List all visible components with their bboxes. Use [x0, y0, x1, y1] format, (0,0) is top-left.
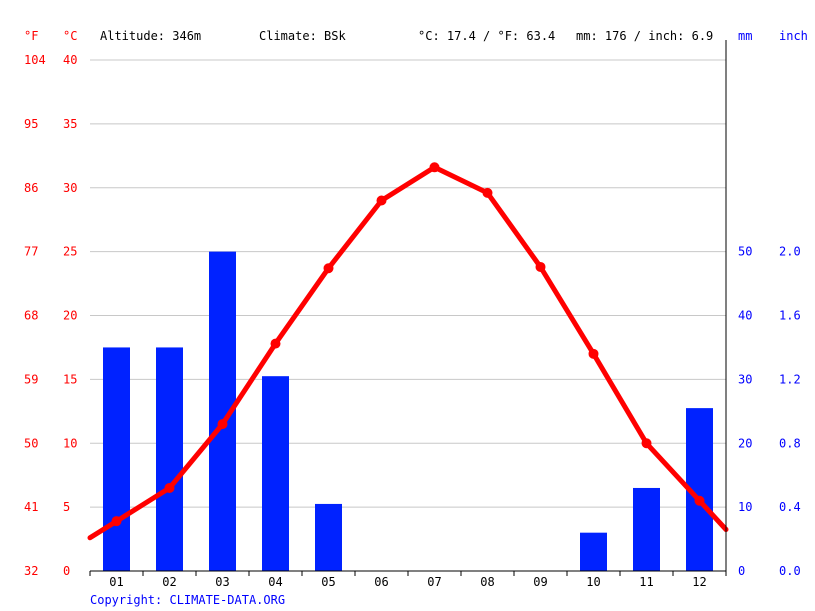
inch-unit-label: inch [779, 29, 808, 43]
copyright-link[interactable]: Copyright: CLIMATE-DATA.ORG [90, 593, 285, 607]
month-label: 06 [374, 575, 388, 589]
altitude-label: Altitude: 346m [100, 29, 201, 43]
fahrenheit-tick-label: 95 [24, 117, 38, 131]
temperature-point-08 [482, 187, 493, 198]
temperature-point-11 [641, 438, 652, 449]
precipitation-bar-02 [156, 347, 183, 571]
precipitation-bar-05 [315, 503, 342, 571]
mm-unit-label: mm [738, 29, 752, 43]
fahrenheit-tick-label: 59 [24, 372, 38, 386]
celsius-tick-label: 20 [63, 309, 77, 323]
average-temperature-label: °C: 17.4 / °F: 63.4 [418, 29, 555, 43]
mm-tick-label: 40 [738, 309, 752, 323]
celsius-tick-label: 30 [63, 181, 77, 195]
temperature-point-10 [588, 348, 599, 359]
celsius-tick-label: 25 [63, 245, 77, 259]
month-label: 12 [692, 575, 706, 589]
mm-tick-label: 50 [738, 245, 752, 259]
month-label: 10 [586, 575, 600, 589]
month-label: 05 [321, 575, 335, 589]
fahrenheit-tick-label: 32 [24, 564, 38, 578]
climate-label: Climate: BSk [259, 29, 346, 43]
temperature-point-04 [270, 338, 281, 349]
precipitation-bar-01 [103, 347, 130, 571]
fahrenheit-tick-label: 50 [24, 436, 38, 450]
temperature-point-01 [111, 516, 122, 527]
temperature-line [87, 162, 729, 541]
inch-tick-label: 2.0 [779, 245, 801, 259]
month-label: 03 [215, 575, 229, 589]
celsius-unit-label: °C [63, 29, 77, 43]
precipitation-bar-11 [633, 487, 660, 571]
inch-tick-label: 0.0 [779, 564, 801, 578]
celsius-tick-label: 5 [63, 500, 70, 514]
temperature-point-05 [323, 263, 334, 274]
celsius-tick-label: 35 [63, 117, 77, 131]
precipitation-bar-04 [262, 376, 289, 571]
fahrenheit-unit-label: °F [24, 29, 38, 43]
left-axis-ticks: 0 32 5 41 10 50 15 59 20 68 25 77 30 86 35 95 40 104 [24, 53, 77, 578]
precipitation-bars [103, 251, 713, 571]
celsius-tick-label: 15 [63, 372, 77, 386]
temperature-point-12 [694, 495, 705, 506]
precipitation-bar-10 [580, 532, 607, 571]
inch-tick-label: 0.4 [779, 500, 801, 514]
temperature-point-06 [376, 195, 387, 206]
inch-tick-label: 0.8 [779, 436, 801, 450]
celsius-tick-label: 40 [63, 53, 77, 67]
annual-precipitation-label: mm: 176 / inch: 6.9 [576, 29, 713, 43]
mm-tick-label: 10 [738, 500, 752, 514]
month-label: 11 [639, 575, 653, 589]
month-label: 09 [533, 575, 547, 589]
temperature-point-02 [164, 482, 175, 493]
grid-lines [90, 59, 726, 508]
celsius-tick-label: 10 [63, 436, 77, 450]
mm-tick-label: 30 [738, 372, 752, 386]
month-label: 08 [480, 575, 494, 589]
fahrenheit-tick-label: 86 [24, 181, 38, 195]
temperature-line-path [87, 164, 729, 541]
fahrenheit-tick-label: 68 [24, 309, 38, 323]
month-label: 01 [109, 575, 123, 589]
inch-tick-label: 1.2 [779, 372, 801, 386]
temperature-point-09 [535, 261, 546, 272]
fahrenheit-tick-label: 77 [24, 245, 38, 259]
month-label: 02 [162, 575, 176, 589]
fahrenheit-tick-label: 41 [24, 500, 38, 514]
mm-tick-label: 0 [738, 564, 745, 578]
month-axis-labels: 01 02 03 04 05 06 07 08 09 10 11 12 [109, 575, 706, 589]
temperature-point-03 [217, 419, 228, 430]
temperature-point-07 [429, 162, 440, 173]
right-axis-ticks: 0 0.0 10 0.4 20 0.8 30 1.2 40 1.6 50 2.0 [738, 245, 801, 578]
month-label: 04 [268, 575, 282, 589]
inch-tick-label: 1.6 [779, 309, 801, 323]
celsius-tick-label: 0 [63, 564, 70, 578]
mm-tick-label: 20 [738, 436, 752, 450]
axes [89, 40, 727, 576]
month-label: 07 [427, 575, 441, 589]
fahrenheit-tick-label: 104 [24, 53, 46, 67]
